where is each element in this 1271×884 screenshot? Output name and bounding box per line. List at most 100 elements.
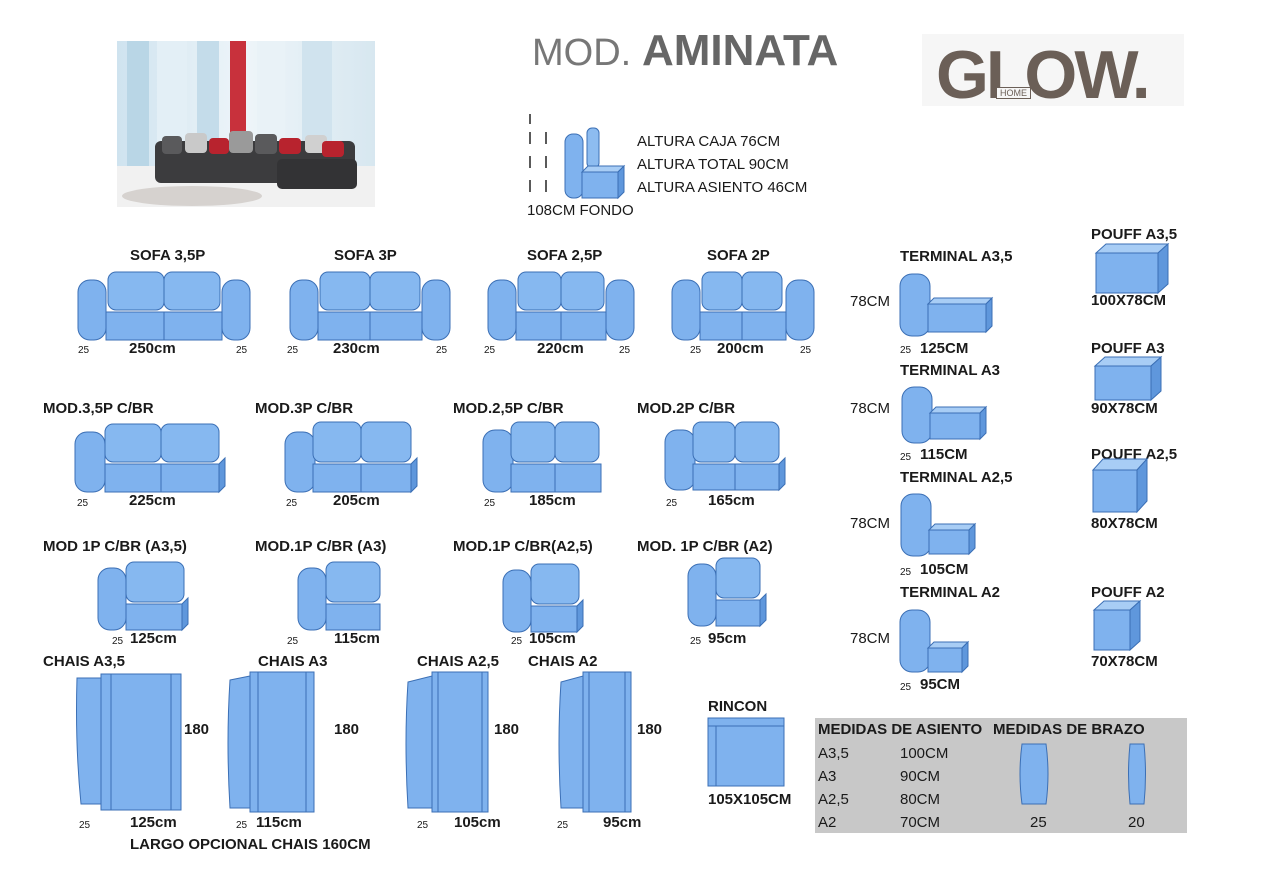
terminal-label: TERMINAL A2,5	[900, 469, 1013, 486]
sofa-label: SOFA 2,5P	[527, 247, 603, 264]
module-1p-a3-5-diagram	[97, 561, 189, 632]
pouf-size: 90X78CM	[1091, 400, 1158, 417]
arm-width: 25	[690, 345, 702, 356]
arm-width: 25	[287, 636, 299, 647]
chaise-a2-diagram	[558, 671, 632, 813]
arm-width: 25	[900, 345, 912, 356]
arm-width: 25	[900, 452, 912, 463]
terminal-label: TERMINAL A3,5	[900, 248, 1013, 265]
terminal-depth: 78CM	[850, 630, 891, 647]
pouf-size: 80X78CM	[1091, 515, 1158, 532]
terminal-width: 125CM	[920, 340, 969, 357]
pouf-a2-5-diagram	[1091, 457, 1149, 514]
arm-width: 25	[484, 345, 496, 356]
chaise-width: 115cm	[256, 814, 302, 831]
terminal-label: TERMINAL A2	[900, 584, 1001, 601]
chaise-length: 180	[184, 721, 210, 738]
sofa-2-5p-diagram	[487, 271, 635, 341]
sofa-width: 220cm	[537, 340, 584, 357]
arm-width: 25	[417, 820, 429, 831]
terminal-a3-5-diagram	[899, 273, 994, 337]
module-1p-width: 125cm	[130, 630, 177, 647]
rincon-diagram	[707, 717, 785, 787]
module-width: 165cm	[708, 492, 755, 509]
seat-value: 70CM	[900, 814, 941, 831]
chaise-length: 180	[494, 721, 520, 738]
arm-width: 25	[900, 682, 912, 693]
chaise-label: CHAIS A2	[528, 653, 598, 670]
module-1p-label: MOD 1P C/BR (A3,5)	[43, 538, 187, 555]
arm-wide-value: 25	[1030, 814, 1047, 831]
sofa-label: SOFA 2P	[707, 247, 770, 264]
module-width: 225cm	[129, 492, 176, 509]
arm-width: 25	[286, 498, 298, 509]
pouf-a3-5-diagram	[1094, 242, 1170, 295]
arm-width: 25	[78, 345, 90, 356]
info-seat-height: ALTURA ASIENTO 46CM	[637, 179, 808, 196]
terminal-label: TERMINAL A3	[900, 362, 1001, 379]
module-2-5p-br-diagram	[482, 421, 602, 493]
terminal-width: 105CM	[920, 561, 969, 578]
measures-table	[815, 718, 1187, 833]
chaise-label: CHAIS A3	[258, 653, 328, 670]
seat-code: A3	[818, 768, 837, 785]
sofa-width: 230cm	[333, 340, 380, 357]
pouf-a2-diagram	[1092, 599, 1142, 652]
arm-width: 25	[666, 498, 678, 509]
chaise-length: 180	[334, 721, 360, 738]
terminal-a2-diagram	[899, 609, 970, 674]
pouf-label: POUFF A3,5	[1091, 226, 1178, 243]
terminal-depth: 78CM	[850, 293, 891, 310]
arm-narrow-diagram	[1128, 743, 1146, 805]
arm-width: 25	[900, 567, 912, 578]
info-box-height: ALTURA CAJA 76CM	[637, 133, 781, 150]
logo-subtext: HOME	[996, 87, 1031, 99]
module-label: MOD.2P C/BR	[637, 400, 736, 417]
sofa-label: SOFA 3P	[334, 247, 397, 264]
chaise-width: 95cm	[603, 814, 642, 831]
chaise-label: CHAIS A2,5	[417, 653, 499, 670]
pouf-label: POUFF A3	[1091, 340, 1165, 357]
arm-width: 25	[287, 345, 299, 356]
rincon-size: 105X105CM	[708, 791, 792, 808]
arm-width: 25	[557, 820, 569, 831]
arm-narrow-value: 20	[1128, 814, 1145, 831]
chaise-a2-5-diagram	[405, 671, 489, 813]
arm-width: 25	[236, 820, 248, 831]
sofa-photo-image	[117, 41, 375, 207]
sofa-label: SOFA 3,5P	[130, 247, 206, 264]
module-label: MOD.3,5P C/BR	[43, 400, 154, 417]
arm-width: 25	[112, 636, 124, 647]
seat-value: 90CM	[900, 768, 941, 785]
arm-width: 25	[511, 636, 523, 647]
module-1p-label: MOD.1P C/BR (A3)	[255, 538, 387, 555]
module-2p-br-diagram	[664, 421, 786, 492]
info-total-height: ALTURA TOTAL 90CM	[637, 156, 789, 173]
sofa-width: 250cm	[129, 340, 176, 357]
arm-width: 25	[436, 345, 448, 356]
chaise-length: 180	[637, 721, 663, 738]
module-3p-br-diagram	[284, 421, 418, 494]
module-3-5p-br-diagram	[74, 423, 226, 494]
chaise-a3-diagram	[227, 671, 315, 813]
terminal-a3-diagram	[901, 386, 988, 444]
seat-value: 100CM	[900, 745, 949, 762]
chaise-label: CHAIS A3,5	[43, 653, 125, 670]
sofa-3p-diagram	[289, 271, 451, 341]
arm-width: 25	[619, 345, 631, 356]
logo-text: GLOW.	[936, 37, 1151, 113]
seat-code: A3,5	[818, 745, 849, 762]
terminal-width: 115CM	[920, 446, 968, 463]
section-dimension-diagram	[529, 114, 626, 200]
brand-logo: GLOW. HOME	[922, 34, 1184, 113]
model-prefix: MOD.	[532, 32, 632, 74]
chaise-width: 125cm	[130, 814, 177, 831]
module-label: MOD.2,5P C/BR	[453, 400, 564, 417]
table-header-arm: MEDIDAS DE BRAZO	[993, 721, 1145, 738]
chaise-width: 105cm	[454, 814, 501, 831]
module-1p-label: MOD.1P C/BR(A2,5)	[453, 538, 593, 555]
rincon-label: RINCON	[708, 698, 768, 715]
sofa-width: 200cm	[717, 340, 764, 357]
module-label: MOD.3P C/BR	[255, 400, 354, 417]
sofa-3-5p-diagram	[77, 271, 251, 341]
